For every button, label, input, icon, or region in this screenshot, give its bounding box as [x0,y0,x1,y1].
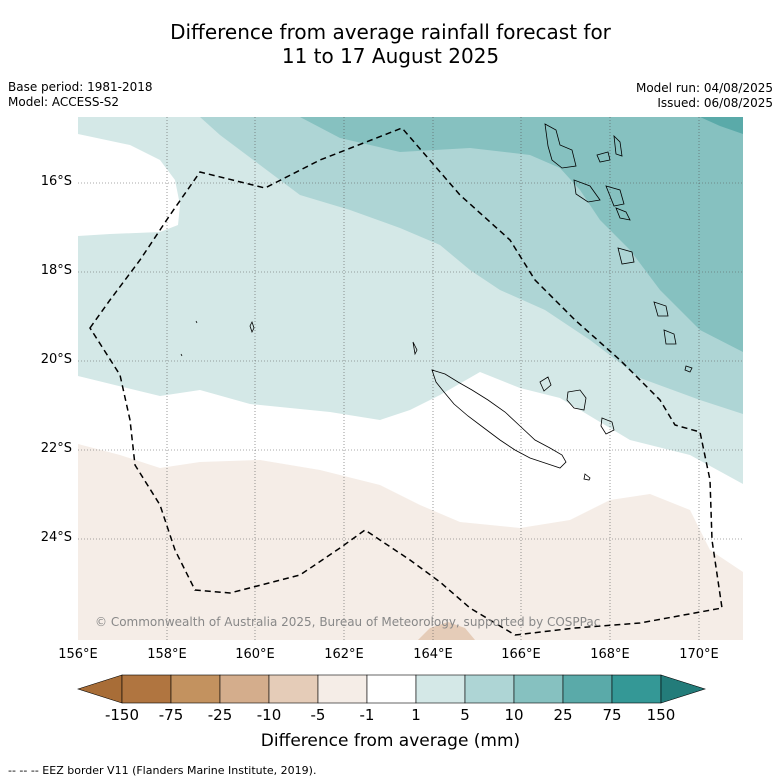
title-line-2: 11 to 17 August 2025 [281,44,500,68]
colorbar-tick: -150 [104,706,140,724]
colorbar-title: Difference from average (mm) [260,731,521,751]
colorbar-tick: -25 [207,706,233,724]
lon-label-170e: 170°E [679,647,719,662]
colorbar [77,674,706,704]
eez-border [89,127,723,636]
band-minus-5-to-minus-10 [418,622,475,640]
band-minus-1-to-minus-5 [78,444,743,640]
landmasses [180,123,693,481]
colorbar-tick: -10 [256,706,282,724]
colorbar-segment [415,674,466,704]
lon-label-158e: 158°E [147,647,187,662]
colorbar-segment [611,674,662,704]
lat-label-18s: 18°S [40,263,72,278]
lat-label-22s: 22°S [40,441,72,456]
base-period: Base period: 1981-2018 [8,80,153,94]
lon-label-168e: 168°E [590,647,630,662]
model-name: Model: ACCESS-S2 [8,95,120,109]
colorbar-segment [170,674,221,704]
meta-left: Base period: 1981-2018 Model: ACCESS-S2 [8,80,153,110]
colorbar-segment [317,674,368,704]
gridlines [78,117,743,640]
rainfall-shading [78,117,743,640]
copyright-notice: © Commonwealth of Australia 2025, Bureau… [95,615,601,629]
new-caledonia-outline [431,369,567,469]
colorbar-tick: 25 [553,706,573,724]
lat-label-20s: 20°S [40,352,72,367]
lon-label-160e: 160°E [235,647,275,662]
model-run: Model run: 04/08/2025 [635,81,773,95]
colorbar-tick: 150 [646,706,676,724]
colorbar-segment [464,674,515,704]
colorbar-extend-low [77,674,123,704]
title-line-1: Difference from average rainfall forecas… [170,20,611,44]
lon-label-166e: 166°E [501,647,541,662]
band-25-to-75 [700,117,743,134]
small-islands-outline [180,320,418,357]
colorbar-tick: -75 [158,706,184,724]
lon-label-156e: 156°E [58,647,98,662]
colorbar-tick: 1 [411,706,421,724]
colorbar-segment [513,674,564,704]
issued-date: Issued: 06/08/2025 [657,96,773,110]
colorbar-tick: 10 [504,706,524,724]
colorbar-tick: 75 [602,706,622,724]
colorbar-segment [121,674,172,704]
band-10-to-25 [300,117,743,352]
colorbar-tick: -5 [310,706,326,724]
lon-label-164e: 164°E [413,647,453,662]
colorbar-segment [366,674,417,704]
colorbar-segment [219,674,270,704]
colorbar-segment [268,674,319,704]
colorbar-tick: 5 [460,706,470,724]
vanuatu-islands-outline [544,123,693,481]
loyalty-islands-outline [539,376,615,435]
map-title: Difference from average rainfall forecas… [0,20,781,68]
lon-label-162e: 162°E [324,647,364,662]
eez-footnote: -- -- -- EEZ border V11 (Flanders Marine… [8,764,317,777]
lat-label-16s: 16°S [40,174,72,189]
lat-label-24s: 24°S [40,530,72,545]
colorbar-segment [562,674,613,704]
meta-right: Model run: 04/08/2025 Issued: 06/08/2025 [636,81,773,111]
colorbar-extend-high [660,674,706,704]
colorbar-tick: -1 [359,706,375,724]
